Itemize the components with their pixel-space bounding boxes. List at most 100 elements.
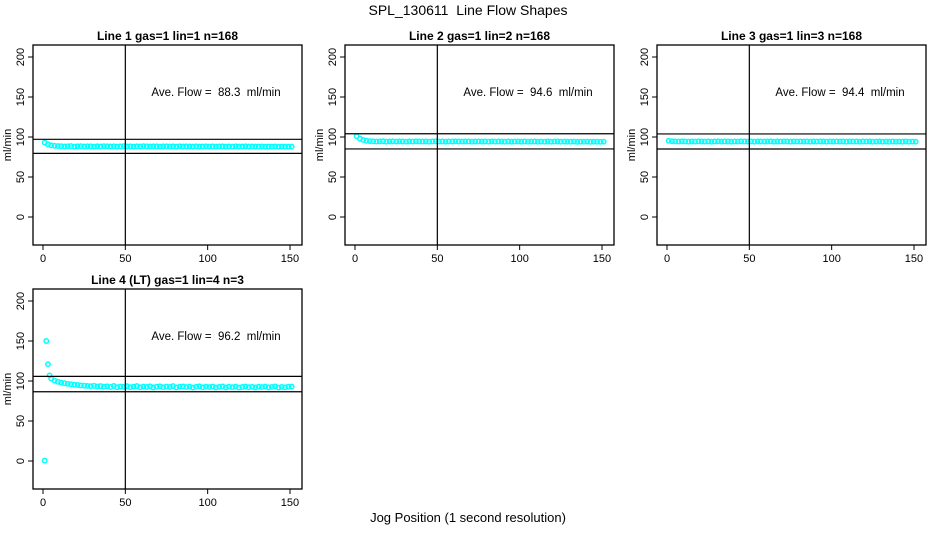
- data-point: [547, 138, 554, 145]
- data-point: [209, 383, 216, 390]
- average-flow-annotation: Ave. Flow = 94.4 ml/min: [775, 87, 904, 99]
- data-point: [265, 143, 272, 150]
- data-point: [597, 138, 604, 145]
- data-point: [557, 138, 564, 145]
- data-point: [531, 138, 538, 145]
- data-point: [222, 143, 229, 150]
- data-point: [150, 143, 157, 150]
- data-point: [373, 138, 380, 145]
- data-point: [896, 138, 903, 145]
- data-point: [166, 384, 173, 390]
- data-point: [823, 138, 830, 145]
- data-point: [216, 383, 223, 390]
- data-point: [44, 141, 51, 148]
- panel-title: Line 2 gas=1 lin=2 n=168: [409, 30, 550, 43]
- data-point: [268, 143, 275, 150]
- y-axis-label: ml/min: [2, 373, 14, 405]
- y-tick-label: 150: [15, 88, 27, 106]
- data-point: [524, 138, 531, 145]
- data-point: [498, 138, 505, 145]
- data-point: [600, 138, 607, 145]
- data-point: [711, 138, 718, 145]
- data-point: [380, 138, 386, 145]
- data-point: [468, 138, 475, 145]
- data-point: [282, 143, 289, 150]
- data-point: [156, 143, 163, 150]
- data-point: [564, 138, 571, 145]
- data-point: [544, 138, 551, 145]
- data-point: [71, 381, 78, 388]
- data-point: [252, 384, 259, 391]
- data-point: [685, 138, 692, 145]
- data-point: [718, 138, 725, 145]
- data-point: [272, 143, 279, 150]
- average-flow-annotation: Ave. Flow = 94.6 ml/min: [463, 87, 592, 99]
- data-point: [455, 138, 462, 145]
- data-point: [459, 138, 465, 145]
- data-point: [242, 143, 249, 150]
- data-point: [203, 383, 209, 390]
- plot-box: [32, 44, 303, 246]
- data-point: [757, 138, 764, 145]
- data-point: [856, 138, 863, 145]
- panel-title: Line 3 gas=1 lin=3 n=168: [721, 30, 862, 43]
- y-axis-label: ml/min: [2, 129, 14, 161]
- data-point: [170, 143, 177, 150]
- data-point: [68, 143, 74, 150]
- data-point: [866, 138, 873, 145]
- data-point: [275, 384, 282, 391]
- data-point: [160, 384, 167, 391]
- data-point: [235, 143, 242, 150]
- data-point: [91, 143, 97, 150]
- data-point: [909, 138, 916, 145]
- x-tick-label: 0: [40, 253, 46, 265]
- data-point: [68, 381, 74, 388]
- data-point: [360, 137, 367, 143]
- data-point: [587, 138, 594, 145]
- data-point: [800, 138, 807, 145]
- data-point: [475, 138, 482, 145]
- y-tick-label: 50: [639, 171, 651, 183]
- data-point: [64, 380, 71, 387]
- data-point: [505, 138, 512, 145]
- outlier-point: [41, 457, 48, 464]
- data-point: [399, 138, 406, 145]
- data-point: [199, 143, 206, 150]
- data-point: [275, 143, 282, 150]
- data-point: [137, 384, 144, 391]
- data-point: [58, 143, 65, 150]
- data-point: [899, 138, 906, 145]
- data-point: [695, 138, 702, 145]
- data-point: [54, 378, 61, 385]
- data-point: [741, 138, 748, 145]
- x-tick-label: 150: [593, 253, 611, 265]
- y-tick-label: 200: [327, 48, 339, 66]
- data-point: [675, 138, 682, 145]
- data-point: [538, 138, 545, 145]
- x-tick-label: 100: [198, 253, 216, 265]
- data-point: [482, 138, 489, 145]
- data-point: [728, 138, 735, 145]
- data-point: [74, 382, 81, 388]
- figure-x-axis-label: Jog Position (1 second resolution): [370, 510, 566, 525]
- data-point: [813, 138, 820, 145]
- data-point: [429, 138, 436, 145]
- data-point: [127, 143, 134, 150]
- y-tick-label: 0: [639, 214, 651, 220]
- x-tick-label: 50: [743, 253, 755, 265]
- data-point: [259, 384, 265, 391]
- data-point: [196, 383, 203, 390]
- data-point: [561, 138, 568, 145]
- y-axis: 0 50 100 150 200: [327, 48, 345, 220]
- data-point: [133, 143, 140, 150]
- data-point: [511, 138, 518, 145]
- data-point: [189, 384, 196, 391]
- data-point: [554, 138, 561, 145]
- y-tick-label: 0: [15, 214, 27, 220]
- data-point: [820, 138, 827, 145]
- reference-lines: [345, 45, 614, 245]
- data-point: [143, 383, 150, 390]
- data-point: [245, 143, 252, 150]
- data-point: [767, 138, 774, 145]
